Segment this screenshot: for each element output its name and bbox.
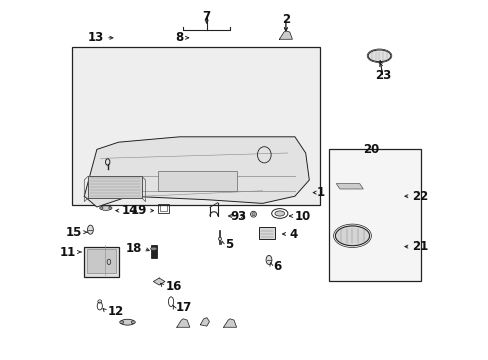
Text: 7: 7 [202,10,210,23]
Ellipse shape [150,247,157,250]
Text: 3: 3 [237,210,245,222]
Polygon shape [336,184,363,189]
Polygon shape [153,278,164,285]
Bar [84,247,118,277]
Bar [259,228,274,239]
Ellipse shape [109,207,112,209]
Text: 18: 18 [125,242,142,255]
Text: 17: 17 [176,301,192,314]
Ellipse shape [265,255,271,265]
Ellipse shape [100,206,111,210]
Ellipse shape [87,225,93,234]
Text: 10: 10 [294,210,310,222]
Bar [159,206,167,211]
Ellipse shape [335,226,369,246]
Text: 6: 6 [273,260,281,273]
Text: 9: 9 [230,210,239,222]
Text: 16: 16 [165,280,182,293]
Bar [87,249,115,273]
Text: 1: 1 [316,186,324,199]
Text: 20: 20 [363,143,379,156]
Ellipse shape [120,321,123,324]
Bar [158,171,237,191]
Bar [72,47,320,205]
Ellipse shape [131,321,135,324]
Text: 14: 14 [122,204,138,217]
Bar [328,149,420,281]
Text: 11: 11 [60,246,76,258]
Text: 22: 22 [411,190,427,203]
Text: 15: 15 [66,226,82,239]
Ellipse shape [274,211,284,216]
Text: 5: 5 [224,238,232,251]
Ellipse shape [218,237,221,240]
Ellipse shape [120,319,134,325]
Polygon shape [223,319,236,327]
Polygon shape [200,318,209,326]
Text: 23: 23 [374,69,390,82]
Polygon shape [88,176,142,198]
Bar [150,245,157,258]
Bar [157,203,169,213]
Polygon shape [279,31,292,39]
Ellipse shape [367,50,390,62]
Text: 21: 21 [411,240,427,253]
Text: 19: 19 [131,204,147,217]
Text: 12: 12 [107,305,123,318]
Ellipse shape [100,207,103,209]
Text: 13: 13 [88,31,104,44]
Polygon shape [177,319,189,327]
Text: 4: 4 [289,228,297,240]
Polygon shape [84,137,309,207]
Text: 8: 8 [175,31,183,44]
Text: 2: 2 [281,13,289,26]
Ellipse shape [251,212,255,216]
